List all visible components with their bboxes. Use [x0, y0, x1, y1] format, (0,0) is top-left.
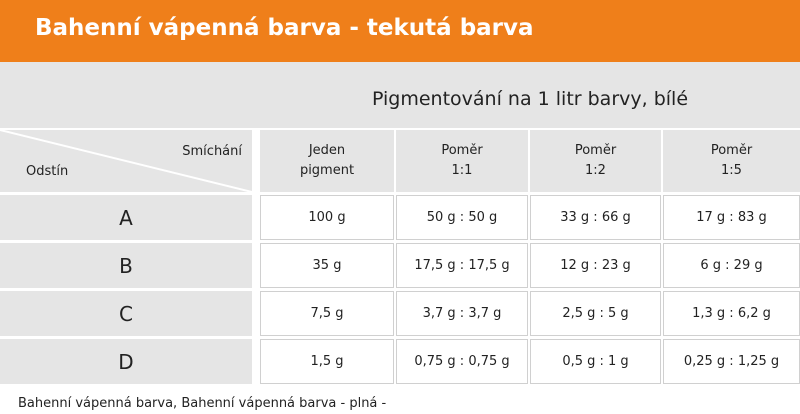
cell: 0,75 g : 0,75 g [396, 339, 528, 384]
row-label-text: A [119, 205, 133, 230]
cell: 0,25 g : 1,25 g [663, 339, 800, 384]
corner-bottom: Odstín [26, 164, 69, 179]
column-header-line: pigment [299, 163, 355, 178]
corner-top: Smíchání [182, 144, 242, 159]
cell: 2,5 g : 5 g [530, 291, 661, 336]
cell-text: 33 g : 66 g [560, 210, 631, 225]
cell: 3,7 g : 3,7 g [396, 291, 528, 336]
cell: 6 g : 29 g [663, 243, 800, 288]
column-header-line: Poměr [710, 143, 753, 158]
cell: 1,5 g [260, 339, 394, 384]
title: Bahenní vápenná barva - tekutá barva [35, 15, 534, 41]
column-header: Jeden pigment [260, 130, 394, 192]
row-label-text: C [119, 301, 133, 326]
cell-text: 1,3 g : 6,2 g [692, 306, 771, 321]
cell: 0,5 g : 1 g [530, 339, 661, 384]
cell: 17 g : 83 g [663, 195, 800, 240]
cell-text: 0,75 g : 0,75 g [414, 354, 510, 369]
cell-text: 0,25 g : 1,25 g [683, 354, 780, 369]
row-label: C [0, 291, 252, 336]
cell: 12 g : 23 g [530, 243, 661, 288]
cell-text: 1,5 g [310, 354, 344, 369]
cell-text: 12 g : 23 g [560, 258, 631, 273]
row-label-text: D [118, 349, 134, 374]
cell-text: 0,5 g : 1 g [562, 354, 629, 369]
cell: 33 g : 66 g [530, 195, 661, 240]
cell-text: 100 g [308, 210, 346, 225]
row-label: D [0, 339, 252, 384]
column-header-line: 1:1 [451, 163, 473, 178]
footer: Bahenní vápenná barva, Bahenní vápenná b… [18, 396, 387, 411]
cell-text: 50 g : 50 g [426, 210, 498, 225]
corner-cell: Smíchání Odstín [0, 130, 252, 192]
cell: 100 g [260, 195, 394, 240]
column-header-line: Poměr [441, 143, 483, 158]
row-label: A [0, 195, 252, 240]
cell: 50 g : 50 g [396, 195, 528, 240]
row-label-text: B [119, 253, 133, 278]
cell-text: 3,7 g : 3,7 g [422, 306, 502, 321]
column-header: Poměr 1:1 [396, 130, 528, 192]
column-header-line: Poměr [574, 143, 617, 158]
title-bar [0, 0, 800, 62]
cell-text: 35 g [312, 258, 342, 273]
column-header-line: 1:5 [721, 163, 742, 178]
diagonal [0, 130, 252, 192]
column-header: Poměr 1:2 [530, 130, 661, 192]
cell-text: 7,5 g [310, 306, 344, 321]
cell: 1,3 g : 6,2 g [663, 291, 800, 336]
cell: 7,5 g [260, 291, 394, 336]
column-header-line: Jeden [308, 143, 346, 158]
subtitle: Pigmentování na 1 litr barvy, bílé [371, 88, 689, 110]
subtitle-bar [0, 62, 800, 128]
column-header: Poměr 1:5 [663, 130, 800, 192]
cell-text: 2,5 g : 5 g [562, 306, 629, 321]
column-header-line: 1:2 [585, 163, 606, 178]
cell-text: 6 g : 29 g [700, 258, 763, 273]
cell: 35 g [260, 243, 394, 288]
cell-text: 17,5 g : 17,5 g [414, 258, 510, 273]
row-label: B [0, 243, 252, 288]
cell-text: 17 g : 83 g [696, 210, 767, 225]
cell: 17,5 g : 17,5 g [396, 243, 528, 288]
